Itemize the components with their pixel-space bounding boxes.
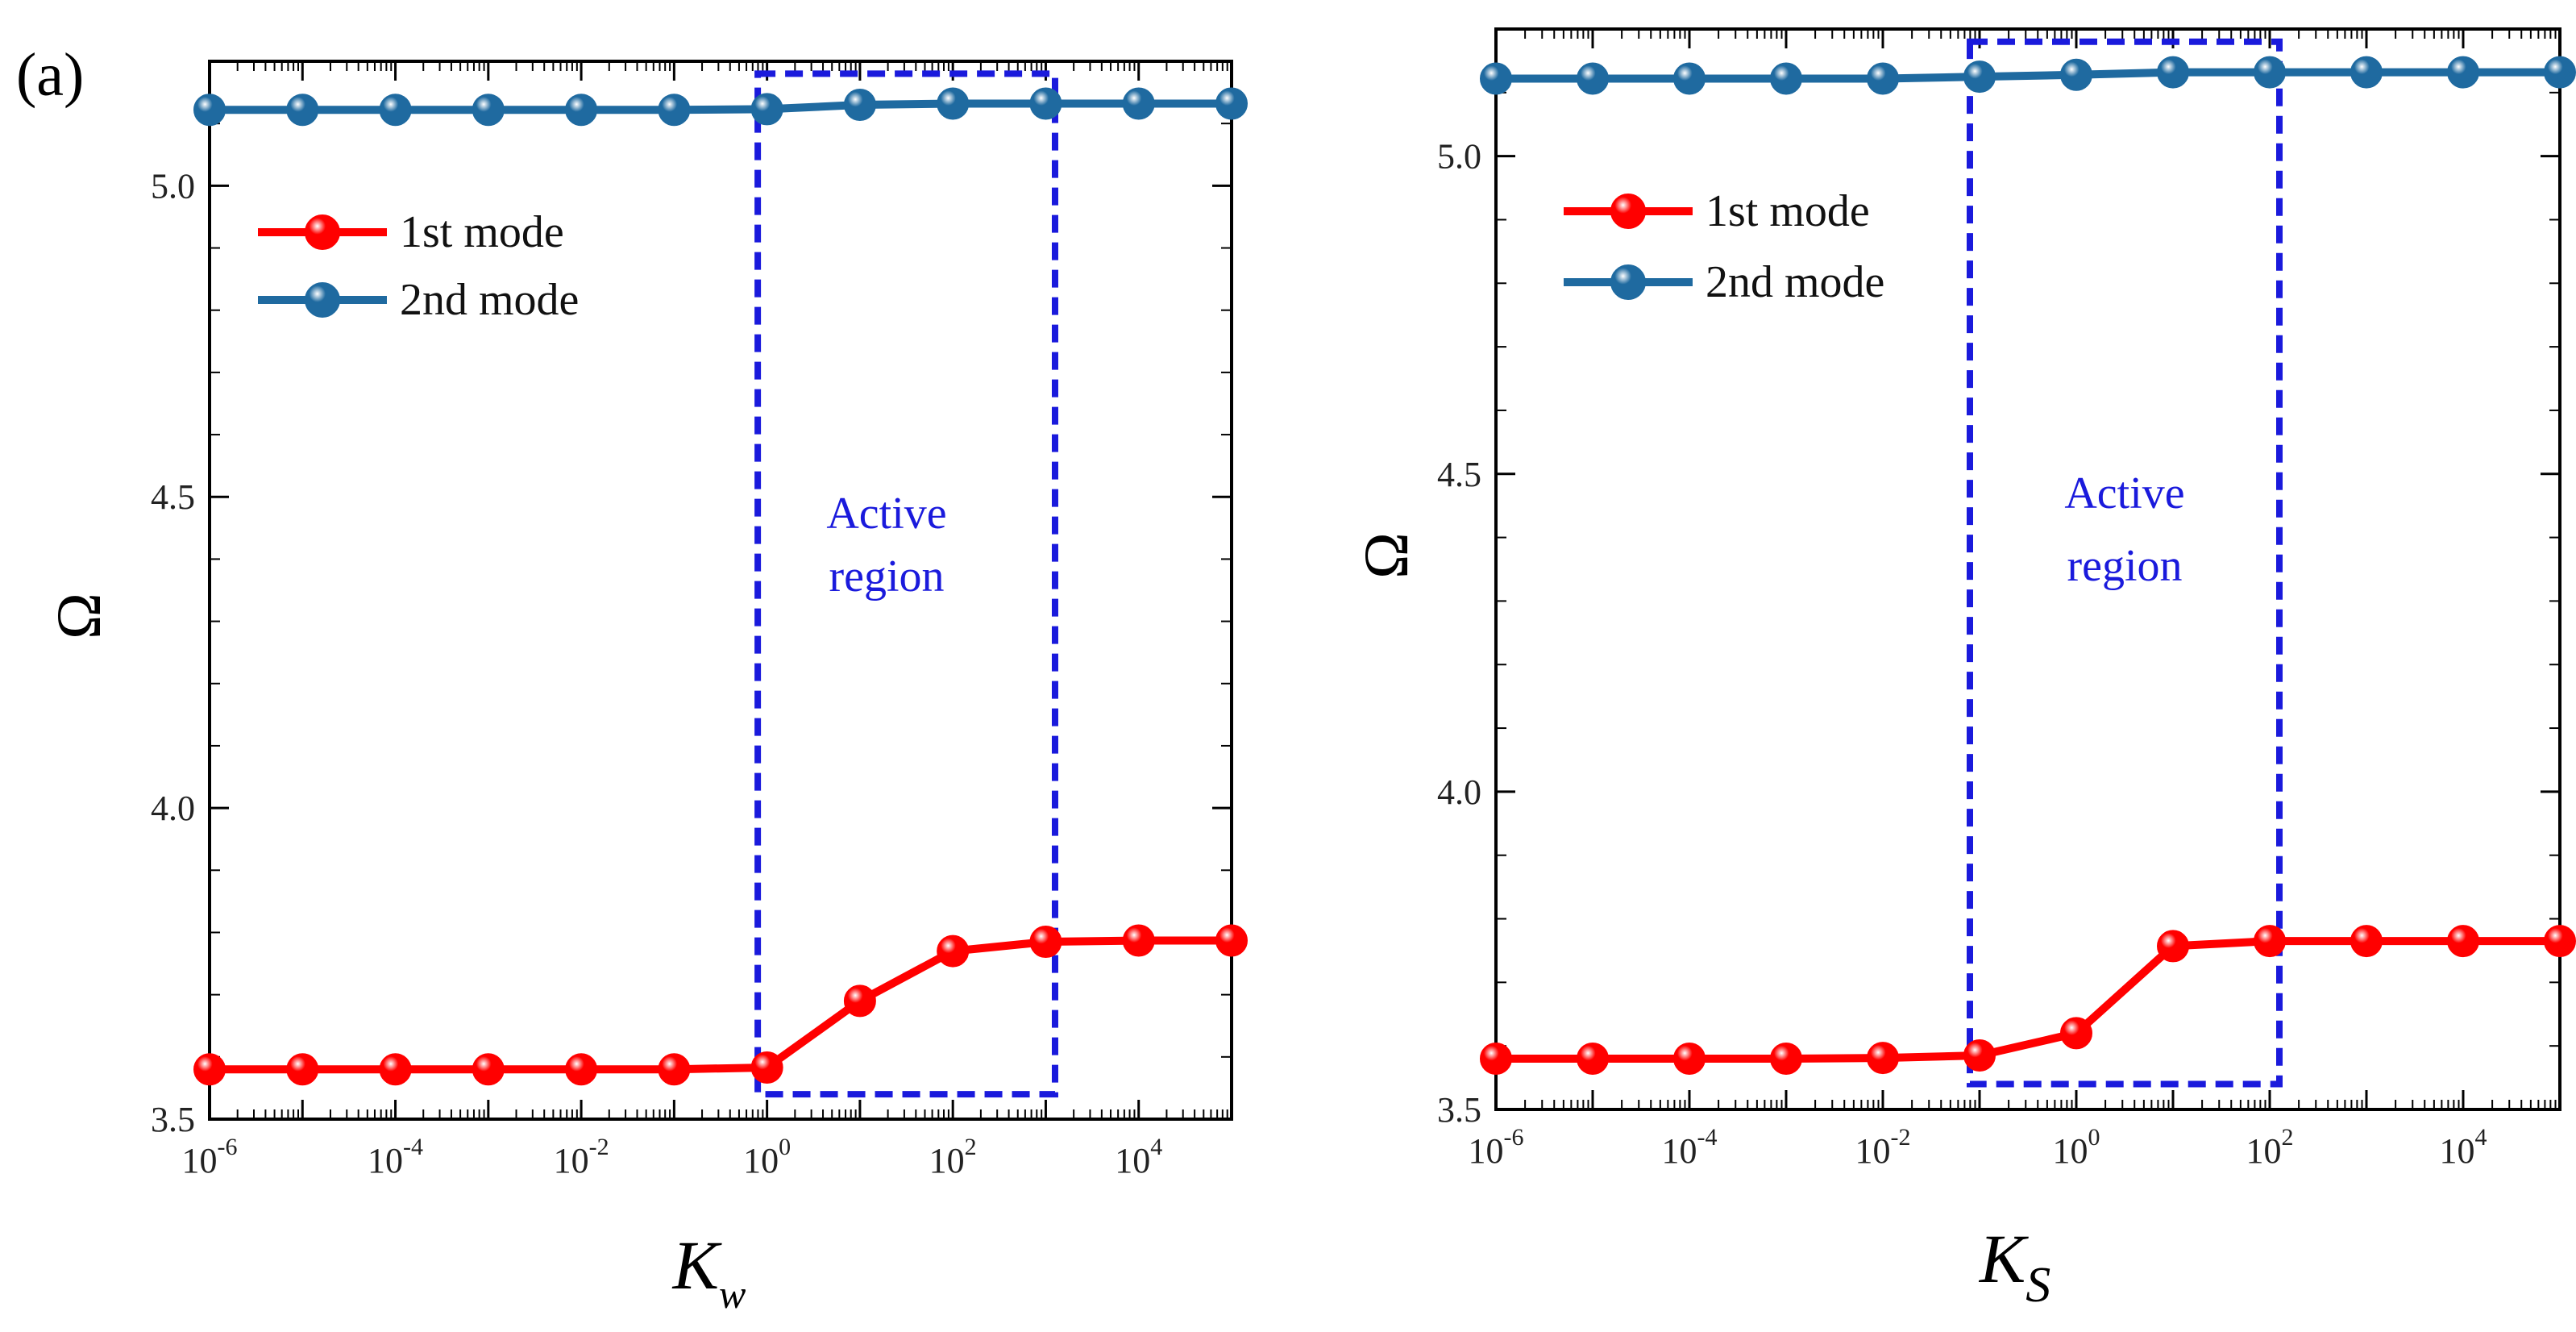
data-point-2nd-mode [1029,87,1062,120]
x-tick-label: 10-4 [368,1134,423,1180]
data-point-2nd-mode [937,87,970,120]
data-point-2nd-mode [193,94,226,127]
series-line-1st-mode [1496,937,2560,1063]
data-point-1st-mode [1480,1042,1512,1075]
x-tick-label: 104 [1115,1134,1162,1180]
y-tick-label: 4.5 [151,477,195,517]
data-point-1st-mode [843,984,876,1018]
legend-marker [305,214,340,250]
data-point-1st-mode [1963,1039,1996,1072]
chart-right: 3.5 4.0 4.5 5.0 10-6 10-4 10-2 100 102 104 Ω KS Acti… [1351,27,2576,1313]
data-point-1st-mode [565,1053,598,1086]
chart-left: 3.5 4.0 4.5 5.0 10-6 10-4 10-2 100 102 104 Ω Kw Acti… [44,60,1248,1317]
data-point-2nd-mode [2254,56,2286,89]
data-point-2nd-mode [1673,62,1706,95]
data-point-2nd-mode [2157,56,2189,89]
plot-frame [208,60,1233,1121]
data-point-1st-mode [1029,926,1062,959]
x-tick-label: 10-4 [1662,1124,1718,1171]
y-tick-label: 5.0 [151,166,195,206]
data-point-1st-mode [472,1053,505,1086]
data-point-2nd-mode [2544,56,2576,89]
x-tick-label: 10-6 [182,1134,238,1180]
data-point-2nd-mode [1770,62,1802,95]
series-line-2nd-mode [210,99,1232,114]
legend-marker [305,282,340,318]
data-point-2nd-mode [286,94,319,127]
legend-label: 1st mode [1706,186,1870,236]
active-region-box [1967,38,2283,1088]
active-region-label: region [2067,541,2182,591]
data-point-1st-mode [1215,924,1248,957]
data-point-2nd-mode [750,93,783,126]
x-tick-label: 102 [2246,1124,2294,1171]
active-region-label: region [829,552,944,601]
data-point-2nd-mode [379,94,412,127]
y-axis-title: Ω [44,593,114,639]
data-point-2nd-mode [565,94,598,127]
data-point-1st-mode [379,1053,412,1086]
legend-marker [1610,194,1646,229]
data-point-1st-mode [1867,1042,1899,1075]
data-point-1st-mode [1122,924,1155,957]
data-point-1st-mode [2254,925,2286,958]
x-axis-title: KS [1978,1220,2050,1313]
data-point-2nd-mode [2060,58,2092,91]
data-point-1st-mode [286,1053,319,1086]
data-point-1st-mode [658,1053,691,1086]
data-point-2nd-mode [1480,62,1512,95]
legend-label: 2nd mode [400,275,579,325]
data-point-1st-mode [750,1051,783,1084]
x-tick-label: 100 [2053,1124,2100,1171]
data-point-1st-mode [2544,925,2576,958]
x-tick-label: 10-2 [554,1134,609,1180]
data-point-2nd-mode [472,94,505,127]
active-region-box [754,70,1058,1098]
data-point-1st-mode [2447,925,2479,958]
y-tick-label: 4.0 [1437,772,1481,812]
data-point-1st-mode [193,1053,226,1086]
x-axis-title: Kw [671,1226,746,1317]
y-tick-label: 4.0 [151,789,195,828]
data-point-2nd-mode [1963,60,1996,94]
x-tick-label: 10-6 [1469,1124,1524,1171]
data-point-1st-mode [937,934,970,968]
data-point-2nd-mode [658,94,691,127]
legend-label: 1st mode [400,207,564,257]
series-line-1st-mode [210,936,1232,1074]
data-point-2nd-mode [1867,62,1899,95]
x-tick-label: 10-2 [1855,1124,1911,1171]
y-tick-label: 4.5 [1437,455,1481,494]
data-point-2nd-mode [1215,87,1248,120]
data-point-2nd-mode [1122,87,1155,120]
data-point-2nd-mode [2350,56,2383,89]
active-region-label: Active [2064,468,2184,518]
active-region-label: Active [826,489,946,539]
data-point-2nd-mode [1577,62,1609,95]
plot-frame [1494,27,2561,1111]
data-point-2nd-mode [843,89,876,122]
x-tick-label: 102 [929,1134,977,1180]
data-point-1st-mode [1577,1042,1609,1075]
series-line-2nd-mode [1496,68,2560,83]
legend-marker [1610,264,1646,300]
x-tick-label: 100 [743,1134,791,1180]
data-point-1st-mode [2350,925,2383,958]
data-point-1st-mode [2060,1017,2092,1050]
data-point-1st-mode [2157,930,2189,963]
panel-label: (a) [16,41,84,109]
data-point-2nd-mode [2447,56,2479,89]
x-tick-label: 104 [2440,1124,2487,1171]
y-tick-label: 3.5 [1437,1090,1481,1130]
y-tick-label: 3.5 [151,1100,195,1139]
y-axis-title: Ω [1351,532,1421,579]
data-point-1st-mode [1770,1042,1802,1075]
legend-label: 2nd mode [1706,257,1884,307]
y-tick-label: 5.0 [1437,137,1481,177]
data-point-1st-mode [1673,1042,1706,1075]
